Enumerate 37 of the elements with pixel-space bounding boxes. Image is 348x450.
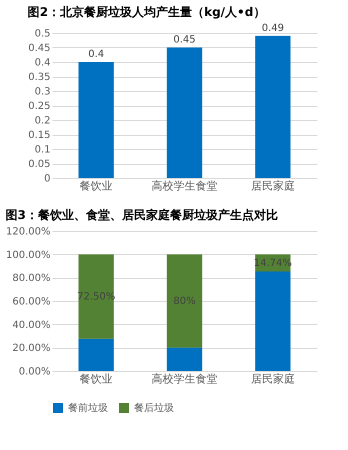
bar [78,254,114,339]
y-tick-label: 20.00% [12,343,50,354]
y-tick-label: 0.2 [34,116,50,126]
y-tick-label: 60.00% [12,296,50,308]
legend-label: 餐前垃圾 [68,402,108,414]
x-tick-label: 高校学生食堂 [152,372,218,386]
x-tick-label: 高校学生食堂 [152,180,218,192]
y-tick-label: 0.05 [28,159,50,170]
bar [166,348,202,371]
data-label: 80% [173,296,196,307]
y-tick-label: 0.3 [34,86,50,98]
y-tick-label: 0.15 [28,130,50,141]
bar [166,254,202,348]
data-label: 0.4 [88,49,104,60]
x-tick-label: 餐饮业 [80,372,113,386]
y-tick-label: 0.45 [28,43,50,54]
y-tick-label: 0.1 [34,144,50,156]
bar [78,338,114,371]
y-tick-label: 0.4 [34,58,50,68]
chart-title: 图2：北京餐厨垃圾人均产生量（kg/人•d） [28,4,266,19]
x-tick-label: 居民家庭 [250,180,295,192]
chart-title: 图3：餐饮业、食堂、居民家庭餐厨垃圾产生点对比 [6,208,278,222]
legend-label: 餐后垃圾 [134,402,174,414]
y-tick-label: 120.00% [6,226,50,238]
y-tick-label: 0.35 [28,72,50,83]
y-tick-label: 0.00% [18,366,50,378]
y-tick-label: 0.5 [34,28,50,40]
x-tick-label: 餐饮业 [80,180,113,192]
bar [255,272,290,371]
y-tick-label: 100.00% [6,250,50,261]
data-label: 0.49 [262,22,284,34]
x-tick-label: 居民家庭 [250,372,295,386]
y-tick-label: 0.25 [28,101,50,112]
y-tick-label: 0 [44,174,50,184]
y-tick-label: 40.00% [12,320,50,331]
data-label: 0.45 [173,34,196,46]
y-tick-label: 80.00% [12,273,50,284]
